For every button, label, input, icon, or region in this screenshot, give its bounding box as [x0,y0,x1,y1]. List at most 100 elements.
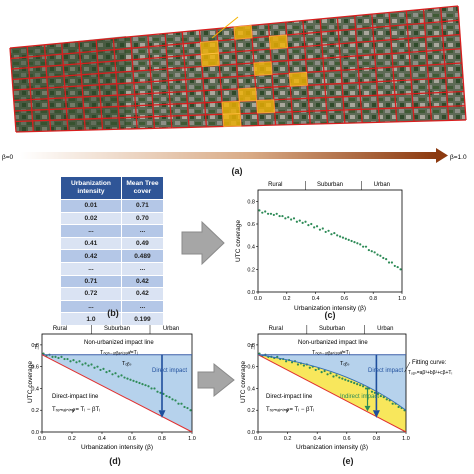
data-point [159,391,162,394]
data-point [330,233,333,236]
y-tick-label: 0.2 [31,408,39,414]
data-point [96,365,99,368]
chart-d-ti: Tᵢ [34,345,39,351]
cell-tree-cover: 0.49 [120,236,165,251]
highlight-cell [256,99,276,114]
data-point [165,394,168,398]
data-point [111,373,114,376]
table-row: 0.01 0.71 [60,199,165,213]
data-point [320,371,323,374]
cell-urbanization: 0.02 [60,211,122,226]
data-point [313,226,316,229]
x-tick-label: 0.6 [128,436,136,442]
zone-labels: Rural Suburban Urban [53,325,179,334]
cell-tree-cover: 0.199 [120,312,165,326]
flow-arrow-1 [181,220,225,266]
highlight-cells [199,24,308,127]
cell-urbanization: 0.71 [60,274,122,289]
data-point [350,380,353,384]
zone-label: Rural [53,326,67,332]
data-point [356,382,359,386]
data-point [387,261,391,264]
y-tick-label: 0.0 [31,430,39,436]
urban-satellite-map: 500m×500m, β=0.4 [9,5,467,133]
y-tick-label: 0.2 [247,408,255,414]
zone-label: Urban [163,326,179,332]
highlight-cell [253,61,273,76]
chart-c-ticks: 0.0 0.2 0.4 0.6 0.8 1.0 0.0 0.2 0.4 0.6 0.8 [247,199,405,302]
data-point [393,264,396,268]
x-tick-label: 0.4 [312,296,320,302]
cell-urbanization: 0.42 [60,249,122,263]
data-point [81,363,84,366]
data-point [295,220,298,223]
x-tick-label: 0.4 [98,436,106,442]
data-point [284,217,287,220]
data-point [304,220,307,223]
cell-urbanization: 0.41 [60,236,122,251]
data-point [138,381,141,385]
data-point [290,361,294,364]
table-row: 1.0 0.199 [60,312,165,326]
chart-d-fills [42,354,192,432]
indirect-impact-label: Indirect impact [340,394,379,400]
data-point [177,402,180,405]
beta-gradient-bar: β=0 β=1.0 [2,148,467,163]
data-point [347,379,350,382]
data-point [332,375,335,378]
chart-c: Rural Suburban Urban 0.0 0.2 0.4 0.6 0.8 1.00.0… [235,181,406,312]
direct-impact-region [42,354,192,432]
x-tick-label: 0.8 [373,436,381,442]
direct-impact-region [258,354,406,432]
chart-d-ylabel: UTC coverage [27,361,34,403]
data-point [367,248,370,252]
x-tick-label: 0.6 [343,436,351,442]
cell-urbanization: ... [60,224,122,238]
chart-c-frame [257,189,403,293]
data-point [382,256,385,260]
data-point [370,390,374,393]
data-point [266,212,270,215]
direct-arrow-head [372,410,380,418]
non-urbanized-line-label: Non-urbanized impact line [298,340,368,346]
data-point [391,402,394,405]
non-urbanized-line-label: Non-urbanized impact line [84,340,154,346]
zone-label: Rural [268,182,282,188]
table-row: 0.02 0.70 [60,211,165,226]
header-urbanization: Urbanization intensity [60,176,122,200]
data-point [132,379,135,382]
table-row: 0.41 0.49 [60,236,165,251]
x-tick-label: 0.8 [158,436,166,442]
data-point [108,369,111,373]
grid-line [12,48,462,81]
data-point [333,231,336,235]
annotation-leader [211,16,239,39]
chart-c-points [258,209,402,271]
data-point [324,230,327,234]
data-point [397,405,400,409]
highlight-cell [221,100,241,115]
zone-label: Suburban [317,182,343,188]
direct-impact-label: Direct impact [152,368,187,374]
zone-labels: Rural Suburban Urban [268,181,390,190]
fitting-leader [404,361,411,373]
data-point [99,368,102,372]
zone-label: Rural [269,326,283,332]
table-body: 0.01 0.71 0.02 0.70...... 0.41 0.49 0.42 0.489.… [60,199,165,326]
chart-d-frame [41,333,193,433]
data-point [93,366,96,369]
t-obs-label: Tₒᵦₛ [340,361,350,367]
gradient-arrow-head [436,148,448,163]
y-tick-label: 0.4 [31,386,39,392]
data-point [361,385,365,388]
panel-b-label: (b) [107,308,119,318]
data-point [373,391,377,394]
data-point [329,372,332,375]
data-point [186,406,189,410]
highlight-cell [268,34,288,50]
data-point [156,390,159,393]
chart-e-xlabel: Urbanization intensity (β) [296,444,368,451]
cell-urbanization: 0.01 [60,199,122,213]
chart-e-points [258,352,406,412]
y-tick-label: 0.6 [247,222,255,228]
